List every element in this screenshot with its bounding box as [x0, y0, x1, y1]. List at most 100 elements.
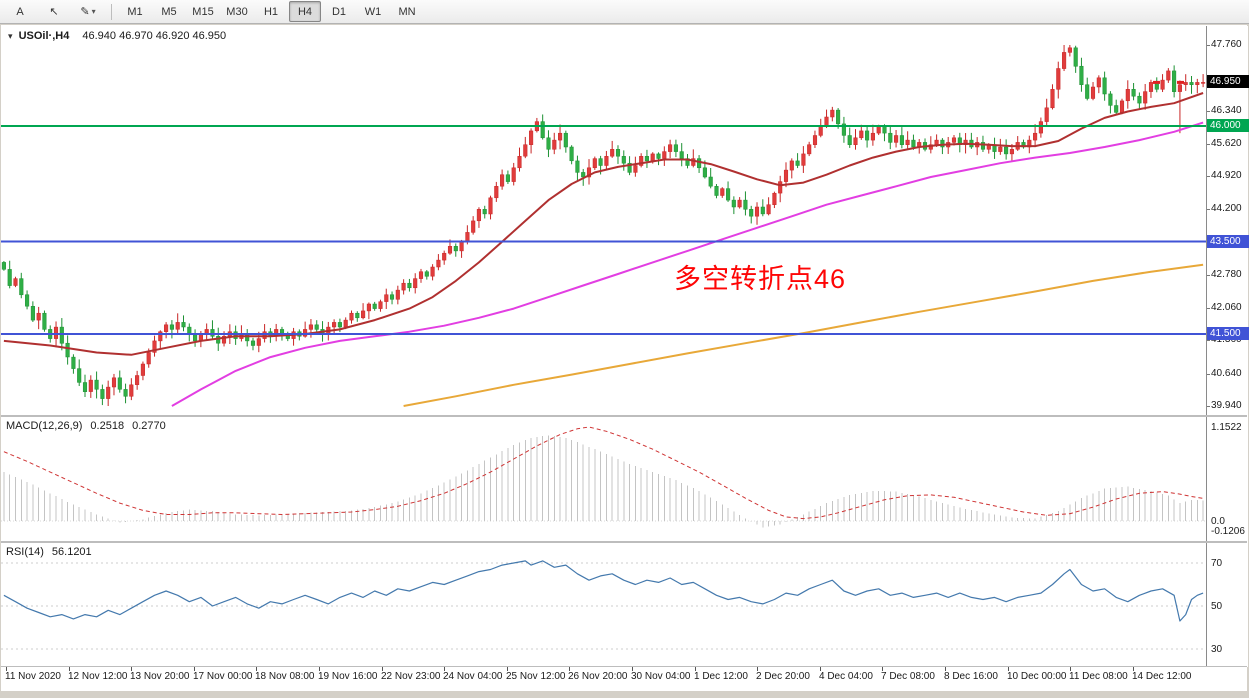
symbol-label: USOil·,H4 — [18, 30, 70, 42]
price-axis-tick — [1207, 144, 1210, 145]
time-axis-tick — [1008, 667, 1009, 671]
time-axis-label: 22 Nov 23:00 — [381, 671, 441, 682]
price-axis-label: 45.620 — [1211, 138, 1242, 149]
time-axis-label: 7 Dec 08:00 — [881, 671, 935, 682]
price-axis-label: 42.780 — [1211, 269, 1242, 280]
candles-group — [1, 45, 1206, 406]
time-axis-label: 2 Dec 20:00 — [756, 671, 810, 682]
time-axis-label: 8 Dec 16:00 — [944, 671, 998, 682]
macd-histogram-group — [3, 435, 1204, 528]
price-axis-label: 39.940 — [1211, 400, 1242, 411]
timeframe-button-h4[interactable]: H4 — [289, 1, 321, 22]
annotation-tool-button[interactable]: A — [16, 5, 24, 18]
rsi-axis-label: 50 — [1211, 601, 1223, 612]
time-axis-label: 18 Nov 08:00 — [255, 671, 315, 682]
time-axis-tick — [695, 667, 696, 671]
time-axis-label: 13 Nov 20:00 — [130, 671, 190, 682]
panel-splitter[interactable] — [1, 415, 1247, 417]
price-axis-label: 44.920 — [1211, 170, 1242, 181]
time-axis-label: 4 Dec 04:00 — [819, 671, 873, 682]
macd-panel-canvas[interactable] — [1, 417, 1206, 541]
time-axis-tick — [820, 667, 821, 671]
ma-mid-magenta — [171, 121, 1204, 407]
time-axis-tick — [1070, 667, 1071, 671]
time-axis-tick — [1133, 667, 1134, 671]
time-axis-label: 19 Nov 16:00 — [318, 671, 378, 682]
rsi-indicator-label: RSI(14) 56.1201 — [6, 546, 92, 558]
time-axis-tick — [444, 667, 445, 671]
price-axis-tick — [1207, 374, 1210, 375]
timeframe-button-m5[interactable]: M5 — [161, 5, 177, 18]
macd-main-value: 0.2518 — [90, 420, 125, 432]
rsi-name: RSI(14) — [6, 546, 44, 558]
price-mark-icon — [1153, 80, 1160, 84]
price-axis[interactable]: 47.760 46.340 45.620 44.920 44.200 42.780 42.0… — [1206, 26, 1249, 667]
macd-signal-value: 0.2770 — [132, 420, 166, 432]
timeframe-button-m15[interactable]: M15 — [192, 5, 214, 18]
ohlc-values: 46.940 46.970 46.920 46.950 — [82, 30, 227, 42]
time-axis-tick — [945, 667, 946, 671]
cursor-tool-button[interactable]: ↖ — [49, 6, 59, 18]
timeframe-button-w1[interactable]: W1 — [364, 5, 382, 18]
trade-marks-group — [1153, 80, 1184, 84]
price-axis-tick — [1207, 406, 1210, 407]
macd-axis-label: -0.1206 — [1211, 526, 1245, 537]
time-axis-tick — [6, 667, 7, 671]
price-axis-tick — [1207, 340, 1210, 341]
time-axis-tick — [882, 667, 883, 671]
rsi-value: 56.1201 — [51, 546, 92, 558]
time-axis-label: 1 Dec 12:00 — [694, 671, 748, 682]
time-axis-tick — [382, 667, 383, 671]
macd-signal-line — [3, 426, 1204, 520]
draw-tools-button[interactable]: ✎ ▾ — [80, 6, 96, 18]
rsi-axis-label: 30 — [1211, 644, 1223, 655]
time-axis-tick — [69, 667, 70, 671]
time-axis-tick — [256, 667, 257, 671]
price-axis-label: 44.200 — [1211, 203, 1242, 214]
time-axis-label: 10 Dec 00:00 — [1007, 671, 1067, 682]
price-axis-tick — [1207, 45, 1210, 46]
macd-indicator-label: MACD(12,26,9) 0.2518 0.2770 — [6, 420, 166, 432]
level-price-badge: 46.000 — [1207, 119, 1249, 132]
current-price-badge: 46.950 — [1207, 75, 1249, 88]
time-axis-tick — [194, 667, 195, 671]
rsi-line — [3, 560, 1204, 622]
price-mark-icon — [1177, 80, 1184, 84]
panel-splitter[interactable] — [1, 541, 1247, 543]
time-axis-label: 30 Nov 04:00 — [631, 671, 691, 682]
level-price-badge: 41.500 — [1207, 327, 1249, 340]
toolbar: A ↖ ✎ ▾ M1 M5 M15 M30 H1 H4 D1 W1 MN — [0, 0, 1249, 24]
time-axis[interactable]: 11 Nov 2020 12 Nov 12:00 13 Nov 20:00 17 No… — [1, 667, 1247, 691]
timeframe-button-m1[interactable]: M1 — [127, 5, 143, 18]
level-price-badge: 43.500 — [1207, 235, 1249, 248]
time-axis-label: 14 Dec 12:00 — [1132, 671, 1192, 682]
price-axis-tick — [1207, 275, 1210, 276]
timeframe-button-h1[interactable]: H1 — [263, 5, 279, 18]
macd-axis-label: 0.0 — [1211, 516, 1225, 527]
macd-name: MACD(12,26,9) — [6, 420, 83, 432]
price-axis-tick — [1207, 111, 1210, 112]
rsi-panel-canvas[interactable] — [1, 543, 1206, 666]
expander-icon[interactable]: ▾ — [8, 31, 13, 41]
time-axis-tick — [757, 667, 758, 671]
time-axis-tick — [131, 667, 132, 671]
time-axis-label: 25 Nov 12:00 — [506, 671, 566, 682]
timeframe-button-m30[interactable]: M30 — [226, 5, 248, 18]
price-axis-label: 40.640 — [1211, 368, 1242, 379]
time-axis-label: 12 Nov 12:00 — [68, 671, 128, 682]
time-axis-label: 24 Nov 04:00 — [443, 671, 503, 682]
horizontal-levels-group — [1, 125, 1206, 335]
chart-symbol-header: ▾ USOil·,H4 46.940 46.970 46.920 46.950 — [8, 30, 226, 42]
time-axis-label: 11 Nov 2020 — [5, 671, 61, 682]
timeframe-button-d1[interactable]: D1 — [331, 5, 347, 18]
time-axis-tick — [319, 667, 320, 671]
time-axis-tick — [632, 667, 633, 671]
timeframe-button-mn[interactable]: MN — [398, 5, 416, 18]
time-axis-label: 11 Dec 08:00 — [1069, 671, 1128, 682]
price-axis-tick — [1207, 308, 1210, 309]
main-chart-canvas[interactable] — [1, 26, 1206, 415]
time-axis-tick — [507, 667, 508, 671]
rsi-axis-label: 70 — [1211, 558, 1223, 569]
time-axis-label: 17 Nov 00:00 — [193, 671, 253, 682]
